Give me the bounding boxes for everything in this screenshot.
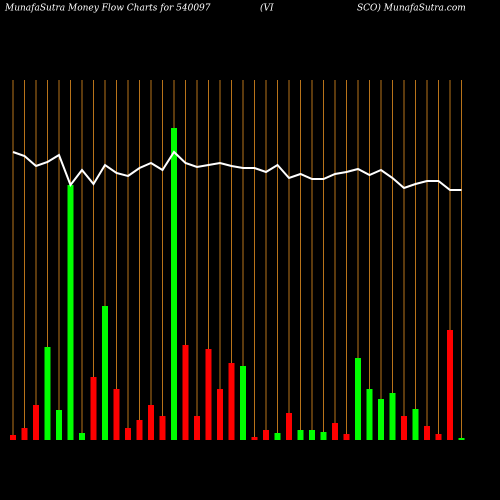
bar xyxy=(228,363,235,440)
bar xyxy=(171,128,177,440)
bar xyxy=(412,409,419,440)
bar xyxy=(274,433,281,440)
bar xyxy=(205,349,212,440)
bar xyxy=(10,435,16,440)
bar xyxy=(424,426,430,440)
bar xyxy=(113,389,120,440)
bar xyxy=(56,410,62,440)
bar xyxy=(286,413,292,440)
bar xyxy=(263,430,269,440)
bar xyxy=(251,437,258,440)
bar xyxy=(447,330,453,440)
bar xyxy=(136,420,143,440)
bar xyxy=(182,345,189,440)
bar xyxy=(21,428,28,440)
bar xyxy=(401,416,407,440)
bar xyxy=(90,377,97,440)
bar xyxy=(159,416,166,440)
bar xyxy=(332,423,338,440)
bar xyxy=(44,347,51,440)
bar xyxy=(148,405,154,440)
bar xyxy=(102,306,108,440)
chart-title-mid: (VI xyxy=(260,3,274,14)
bar xyxy=(343,434,350,440)
bar xyxy=(378,399,384,440)
bar xyxy=(458,438,465,440)
bar xyxy=(389,393,396,440)
bar xyxy=(366,389,373,440)
bar xyxy=(33,405,39,440)
bar xyxy=(435,434,442,440)
chart-title-right: SCO) MunafaSutra.com xyxy=(357,3,466,14)
bar xyxy=(217,389,223,440)
bar xyxy=(194,416,200,440)
bar xyxy=(355,358,361,440)
bar xyxy=(240,366,246,440)
bar xyxy=(79,433,85,440)
chart-title: MunafaSutra Money Flow Charts for 540097 xyxy=(4,4,211,14)
bar xyxy=(125,428,131,440)
bar xyxy=(309,430,315,440)
money-flow-line xyxy=(12,150,462,191)
bar xyxy=(297,430,304,440)
bar xyxy=(320,432,327,440)
bar xyxy=(67,185,74,440)
